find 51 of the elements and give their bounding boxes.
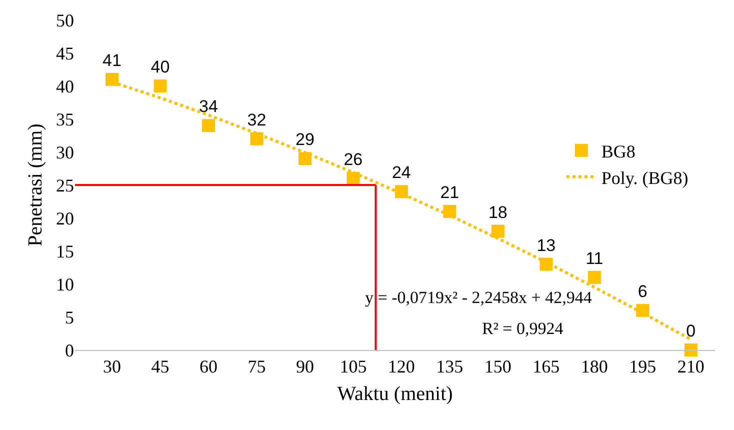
data-label: 26	[344, 150, 363, 170]
x-tick-label: 120	[388, 356, 415, 377]
x-tick-label: 195	[629, 356, 656, 377]
x-tick-label: 105	[340, 356, 367, 377]
y-axis-title: Penetrasi (mm)	[24, 124, 46, 246]
data-label: 34	[199, 97, 218, 116]
legend-label: BG8	[601, 141, 636, 162]
y-tick-label: 40	[56, 76, 74, 96]
data-label: 21	[440, 183, 460, 202]
y-tick-label: 30	[56, 142, 74, 162]
y-tick-label: 0	[65, 340, 74, 360]
point	[250, 132, 264, 146]
point	[105, 72, 118, 86]
data-label: 24	[392, 163, 411, 182]
data-label: 32	[247, 110, 266, 130]
annotation: y = -0,0719x² - 2,2458x + 42,944	[365, 288, 592, 307]
data-label: 41	[102, 51, 122, 70]
data-label: 6	[638, 282, 648, 302]
y-tick-label: 10	[56, 274, 74, 294]
annotation: R² = 0,9924	[482, 319, 564, 338]
y-tick-label: 5	[65, 307, 74, 328]
x-tick-label: 75	[248, 356, 266, 377]
x-tick-label: 150	[484, 356, 512, 377]
point	[588, 270, 601, 284]
data-label: 40	[150, 58, 170, 77]
point	[684, 344, 698, 356]
x-tick-label: 210	[677, 356, 704, 377]
x-tick-label: 90	[296, 356, 314, 377]
x-tick-label: 135	[436, 356, 464, 377]
y-tick-label: 25	[56, 175, 74, 196]
data-label: 0	[686, 322, 696, 341]
x-tick-label: 60	[199, 356, 218, 377]
legend-label: Poly. (BG8)	[601, 168, 688, 188]
point	[154, 80, 167, 92]
x-tick-label: 165	[532, 356, 560, 377]
x-tick-label: 45	[151, 356, 170, 377]
y-tick-label: 20	[56, 208, 74, 228]
y-tick-label: 35	[56, 109, 74, 130]
x-tick-label: 180	[580, 356, 608, 377]
data-label: 13	[536, 236, 556, 255]
x-tick-label: 30	[102, 356, 121, 377]
point	[298, 152, 312, 166]
point	[202, 119, 215, 132]
y-tick-label: 50	[56, 10, 74, 30]
point	[491, 224, 504, 238]
data-label: 29	[295, 130, 314, 150]
data-label: 11	[586, 249, 604, 268]
y-tick-label: 45	[56, 43, 74, 64]
y-tick-label: 15	[56, 241, 74, 262]
x-axis-title: Waktu (menit)	[337, 383, 453, 406]
data-label: 18	[488, 202, 508, 222]
